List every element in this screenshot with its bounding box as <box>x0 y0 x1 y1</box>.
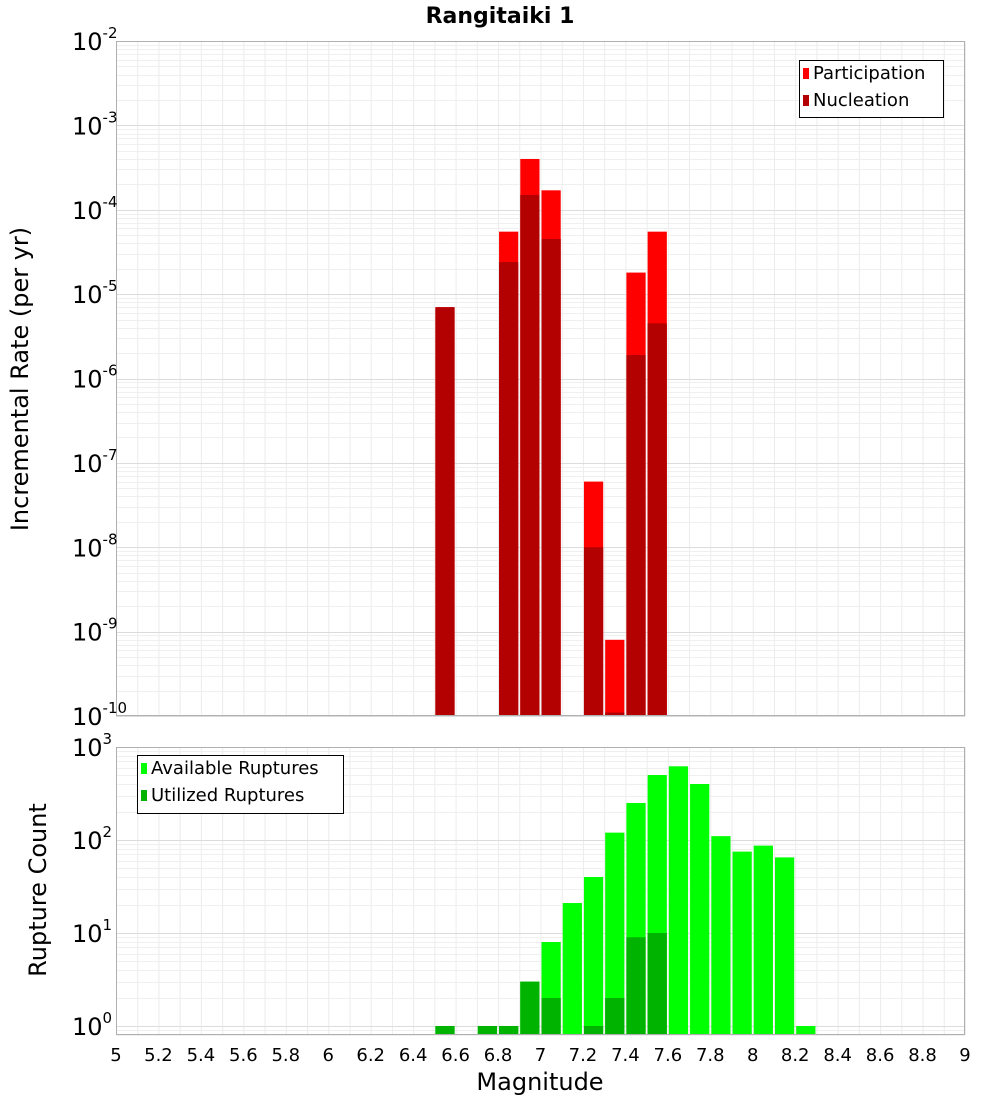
legend-label: Utilized Ruptures <box>151 785 304 806</box>
bar <box>541 239 561 716</box>
y-tick-label: 10-6 <box>72 362 118 394</box>
x-tick-label: 5.4 <box>187 1045 216 1066</box>
y-tick-label: 10-10 <box>72 699 127 731</box>
y-tick-label: 10-9 <box>72 615 118 647</box>
legend-swatch <box>803 95 809 106</box>
x-tick-label: 7 <box>535 1045 546 1066</box>
x-tick-label: 7.6 <box>654 1045 683 1066</box>
bar <box>583 1025 604 1035</box>
bar <box>435 307 455 716</box>
legend-swatch <box>803 68 809 79</box>
y-gridlines-0 <box>116 45 965 717</box>
bar <box>690 784 710 1035</box>
bar <box>711 836 731 1035</box>
plot-border-0 <box>116 41 965 716</box>
bar <box>732 851 752 1035</box>
y-tick-label: 10-7 <box>72 446 118 478</box>
y-tick-label: 10-3 <box>72 108 118 140</box>
y-tick-label: 10-2 <box>72 24 118 56</box>
x-tick-label: 6.4 <box>399 1045 428 1066</box>
bar <box>477 1025 498 1035</box>
bar <box>605 639 625 716</box>
legend-box <box>799 60 944 118</box>
legend-label: Available Ruptures <box>151 758 319 779</box>
x-tick-label: 8.2 <box>781 1045 810 1066</box>
x-tick-label: 6.8 <box>484 1045 513 1066</box>
x-tick-label: 5.2 <box>144 1045 173 1066</box>
x-gridlines-0 <box>116 41 966 716</box>
bar <box>647 932 667 1035</box>
bar <box>499 1025 519 1035</box>
x-tick-label: 8.4 <box>823 1045 852 1066</box>
bar <box>668 766 689 1035</box>
legend-swatch <box>141 790 147 801</box>
top-y-axis-label: Incremental Rate (per yr) <box>6 227 34 531</box>
x-tick-label: 9 <box>959 1045 970 1066</box>
x-tick-label: 8.8 <box>908 1045 937 1066</box>
x-tick-label: 8.6 <box>866 1045 895 1066</box>
bar <box>626 354 646 716</box>
y-tick-label: 103 <box>72 730 112 762</box>
y-tick-label: 10-5 <box>72 277 118 309</box>
bar <box>435 1025 455 1035</box>
bar <box>499 262 519 716</box>
y-tick-label: 101 <box>72 916 112 948</box>
legend-swatch <box>141 763 147 774</box>
y-tick-label: 10-8 <box>72 530 118 562</box>
x-tick-label: 6.2 <box>356 1045 385 1066</box>
bar <box>562 903 582 1035</box>
bar <box>753 845 773 1035</box>
series-nucleation <box>435 194 667 716</box>
x-tick-label: 7.8 <box>696 1045 725 1066</box>
bottom-y-axis-label: Rupture Count <box>24 803 52 977</box>
legend-1: Available Ruptures Utilized Ruptures <box>137 755 344 814</box>
bar <box>626 937 646 1035</box>
bar <box>583 547 604 716</box>
bar <box>774 857 795 1035</box>
bar <box>796 1025 816 1035</box>
bar <box>647 323 667 716</box>
legend-0: Participation Nucleation <box>799 60 944 118</box>
chart-title: Rangitaiki 1 <box>426 4 575 29</box>
bar <box>605 997 625 1035</box>
x-tick-label: 7.4 <box>611 1045 640 1066</box>
top-plot-panel: 10-2 10-3 10-4 10-5 10-6 10-7 10-8 10-9 10-10 Par… <box>72 24 966 731</box>
bar <box>520 194 540 716</box>
x-tick-label: 7.2 <box>569 1045 598 1066</box>
y-tick-label: 10-4 <box>72 193 118 225</box>
bar <box>605 712 625 716</box>
bar <box>541 997 561 1035</box>
bar <box>520 981 540 1035</box>
bar <box>583 877 604 1035</box>
legend-label: Nucleation <box>813 90 909 111</box>
x-tick-label: 5.6 <box>229 1045 258 1066</box>
x-tick-label: 5 <box>110 1045 121 1066</box>
y-tick-label: 102 <box>72 823 112 855</box>
x-gridlines-1 <box>116 747 966 1035</box>
x-tick-label: 6.6 <box>441 1045 470 1066</box>
x-tick-label: 6 <box>323 1045 334 1066</box>
series-utilized-ruptures <box>435 932 667 1035</box>
plot-border-1 <box>116 747 965 1035</box>
x-tick-label: 5.8 <box>271 1045 300 1066</box>
legend-label: Participation <box>813 63 925 84</box>
x-axis-label: Magnitude <box>476 1068 603 1096</box>
bar <box>605 832 625 1035</box>
x-tick-label: 8 <box>747 1045 758 1066</box>
legend-box <box>137 755 344 814</box>
y-tick-label: 100 <box>72 1009 112 1041</box>
bottom-plot-panel: 103 102 101 100 5 5.2 5.4 5.6 5.8 6 6.2 6.4 6.6 6.8 7 7… <box>72 730 971 1066</box>
